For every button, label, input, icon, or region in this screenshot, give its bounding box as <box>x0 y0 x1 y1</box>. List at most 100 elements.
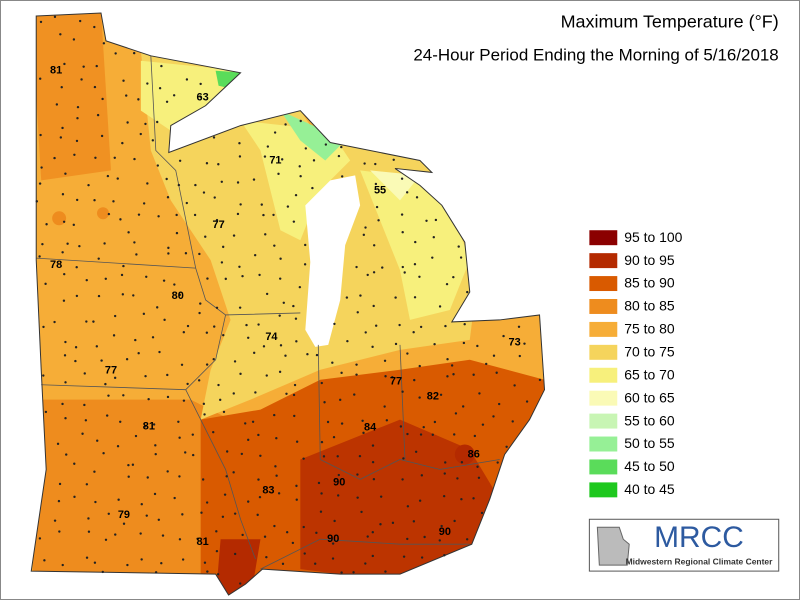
station-dot <box>42 374 45 377</box>
station-dot <box>74 359 77 363</box>
station-dot <box>53 519 57 522</box>
station-dot <box>298 165 301 168</box>
station-dot <box>331 542 335 545</box>
station-dot <box>94 156 97 159</box>
station-dot <box>439 393 443 396</box>
station-dot <box>353 393 356 396</box>
station-dot <box>383 359 387 362</box>
station-dot <box>466 290 469 294</box>
station-dot <box>181 513 184 516</box>
station-dot <box>122 79 125 82</box>
station-dot <box>38 255 41 258</box>
station-dot <box>93 199 96 202</box>
station-dot <box>97 257 100 260</box>
station-dot <box>73 495 76 499</box>
station-dot <box>239 203 242 206</box>
station-dot <box>154 571 158 574</box>
station-dot <box>146 182 149 185</box>
station-dot <box>75 198 79 202</box>
station-dot <box>191 453 195 457</box>
station-dot <box>236 181 240 184</box>
station-dot <box>132 51 136 55</box>
station-dot <box>92 320 95 323</box>
station-label: 90 <box>439 526 451 538</box>
station-dot <box>419 433 423 436</box>
station-dot <box>298 285 302 289</box>
station-dot <box>273 244 276 247</box>
legend-swatch <box>589 459 618 475</box>
station-dot <box>125 94 128 97</box>
station-dot <box>277 492 281 495</box>
station-dot <box>263 155 267 158</box>
station-dot <box>312 159 316 162</box>
station-dot <box>292 304 295 308</box>
station-dot <box>204 235 207 238</box>
station-dot <box>265 555 268 559</box>
temperature-field <box>31 12 545 596</box>
station-dot <box>125 358 129 361</box>
station-dot <box>285 531 289 534</box>
station-dot <box>291 541 295 545</box>
station-dot <box>366 535 369 538</box>
station-dot <box>87 517 90 520</box>
station-dot <box>401 265 404 269</box>
station-dot <box>197 379 201 382</box>
station-dot <box>180 363 184 366</box>
station-dot <box>505 445 508 449</box>
station-dot <box>403 271 406 274</box>
station-dot <box>254 391 257 394</box>
station-dot <box>371 345 374 349</box>
station-dot <box>39 133 42 137</box>
station-dot <box>438 305 442 308</box>
station-dot <box>260 203 263 206</box>
station-dot <box>102 451 105 455</box>
station-dot <box>133 241 136 244</box>
station-dot <box>74 346 78 349</box>
station-dot <box>113 156 116 159</box>
station-dot <box>434 218 438 222</box>
station-dot <box>186 324 190 328</box>
station-label: 81 <box>50 65 62 77</box>
station-dot <box>182 399 186 402</box>
station-dot <box>446 375 449 378</box>
station-dot <box>219 398 222 402</box>
station-dot <box>371 531 374 534</box>
station-dot <box>374 182 378 186</box>
station-label: 77 <box>390 376 402 388</box>
station-dot <box>495 371 498 374</box>
station-dot <box>392 158 395 161</box>
station-dot <box>472 373 475 376</box>
station-dot <box>173 283 176 286</box>
station-dot <box>359 294 362 297</box>
station-dot <box>100 359 103 362</box>
station-dot <box>113 376 117 380</box>
station-dot <box>64 172 67 175</box>
station-dot <box>166 196 170 199</box>
station-dot <box>93 85 97 89</box>
legend-label: 65 to 70 <box>624 366 675 382</box>
station-dot <box>372 271 376 274</box>
station-dot <box>371 460 375 464</box>
station-dot <box>355 373 358 376</box>
station-dot <box>203 561 207 564</box>
station-dot <box>280 158 284 161</box>
station-dot <box>119 218 122 221</box>
station-dot <box>459 256 463 259</box>
station-dot <box>360 510 363 514</box>
station-dot <box>438 539 441 542</box>
station-dot <box>145 514 148 517</box>
station-dot <box>217 383 220 387</box>
station-dot <box>166 470 169 473</box>
station-dot <box>178 475 181 478</box>
station-dot <box>402 555 406 558</box>
station-dot <box>44 282 47 286</box>
station-dot <box>303 263 307 266</box>
station-dot <box>282 301 285 304</box>
legend-swatch <box>589 390 618 406</box>
station-dot <box>302 525 305 529</box>
legend-label: 85 to 90 <box>624 275 675 291</box>
station-dot <box>394 342 398 346</box>
station-dot <box>379 523 382 526</box>
station-dot <box>40 166 43 169</box>
lake-michigan <box>305 175 361 347</box>
